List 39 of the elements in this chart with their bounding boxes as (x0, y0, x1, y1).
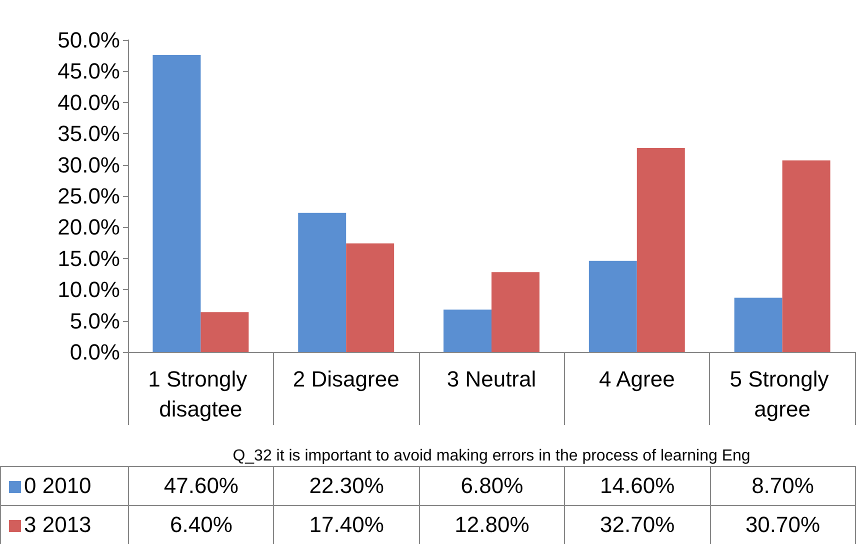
y-tick-label: 20.0% (58, 214, 120, 240)
data-label: 12.80% (419, 506, 565, 544)
bar (444, 310, 492, 352)
y-tick-label: 35.0% (58, 121, 120, 146)
data-label: 30.70% (710, 506, 856, 544)
legend-label: 3 2013 (24, 512, 92, 537)
y-tick-label: 30.0% (58, 152, 120, 178)
data-label: 22.30% (274, 466, 420, 506)
bar (636, 148, 685, 352)
bar (492, 272, 540, 352)
bar (200, 312, 249, 352)
legend-label: 0 2010 (24, 473, 92, 498)
y-tick-label: 5.0% (70, 308, 120, 334)
x-tick-label: 3 Neutral (446, 366, 536, 392)
data-label: 8.70% (710, 466, 856, 506)
x-tick-label: 2 Disagree (292, 366, 400, 392)
y-tick-label: 50.0% (58, 28, 120, 52)
bar (152, 54, 201, 352)
x-tick-label: 4 Agree (598, 366, 675, 392)
x-tick-label: 1 Strongly disagtee (148, 366, 254, 422)
x-tick-label: 5 Strongly agree (730, 366, 835, 422)
y-tick-label: 15.0% (58, 246, 120, 271)
bar (734, 298, 782, 352)
data-label: 32.70% (564, 506, 710, 544)
bar (298, 212, 346, 352)
data-label: 6.40% (128, 506, 274, 544)
bar (782, 160, 830, 352)
data-label: 17.40% (274, 506, 420, 544)
x-axis-title: Q_32 it is important to avoid making errors in the process of learning Eng (232, 448, 750, 464)
y-tick-label: 10.0% (58, 277, 120, 302)
y-tick-label: 40.0% (58, 90, 120, 115)
bar (346, 243, 394, 352)
data-label: 47.60% (128, 466, 274, 506)
bar (588, 260, 637, 352)
data-label: 14.60% (564, 466, 710, 506)
y-tick-label: 25.0% (58, 184, 120, 208)
y-tick-label: 45.0% (58, 58, 120, 84)
y-tick-label: 0.0% (70, 340, 120, 364)
data-label: 6.80% (419, 466, 565, 506)
